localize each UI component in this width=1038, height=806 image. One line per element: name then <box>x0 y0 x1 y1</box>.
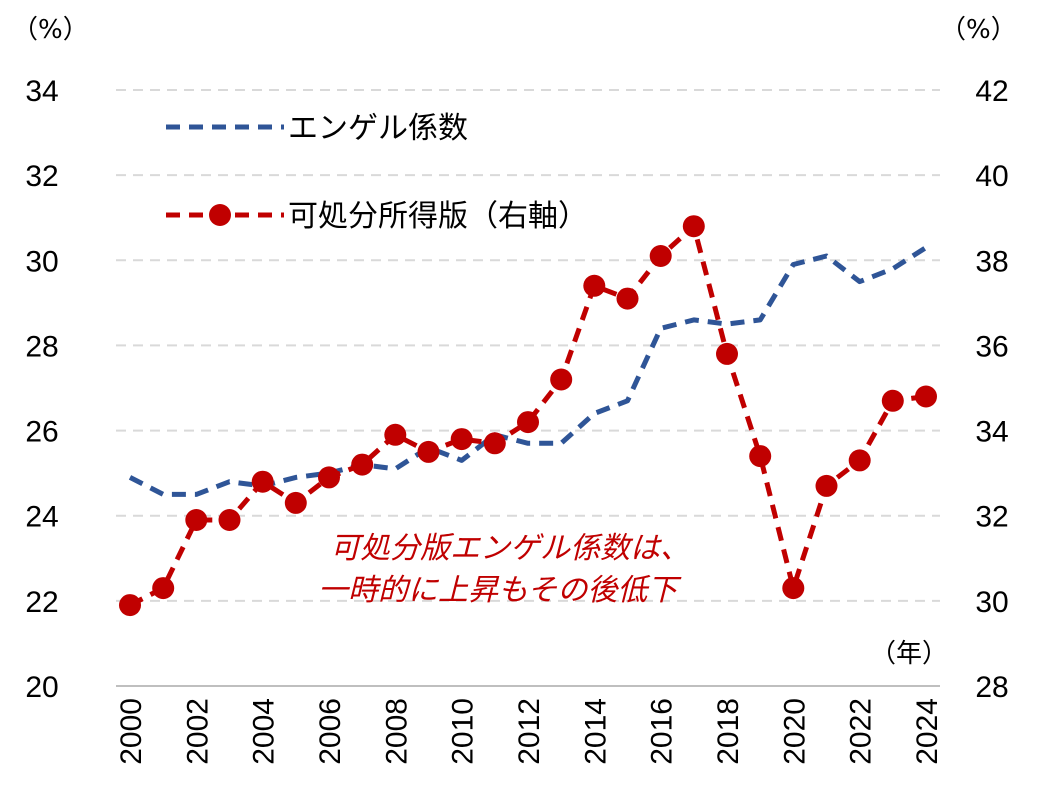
data-point-disposable <box>616 287 639 310</box>
data-point-disposable <box>185 509 208 531</box>
data-point-disposable <box>649 245 672 267</box>
x-axis-tick-label: 2024 <box>911 698 944 765</box>
x-axis-tick-label: 2018 <box>712 698 745 765</box>
data-point-disposable <box>517 411 539 434</box>
right-axis-tick-label: 34 <box>975 416 1008 449</box>
data-point-disposable <box>716 342 738 365</box>
annotation-line-1: 可処分版エンゲル係数は、 <box>330 531 690 566</box>
left-axis-tick-label: 26 <box>25 416 58 449</box>
data-point-disposable <box>483 432 506 455</box>
gridlines <box>116 89 940 687</box>
left-axis-tick-label: 28 <box>25 330 58 363</box>
right-axis-tick-label: 28 <box>975 671 1008 704</box>
right-axis-tick-label: 40 <box>975 160 1008 193</box>
x-axis-tick-label: 2002 <box>181 698 214 765</box>
x-axis-tick-label: 2022 <box>845 698 878 765</box>
series-line-engel <box>128 245 928 497</box>
x-axis-tick-label: 2016 <box>646 698 679 765</box>
data-point-disposable <box>417 440 440 463</box>
right-axis-tick-label: 38 <box>975 245 1008 278</box>
data-point-disposable <box>815 474 838 497</box>
x-axis-tick-label: 2006 <box>314 698 347 765</box>
x-axis-tick-label: 2010 <box>447 698 480 765</box>
x-axis-tick-label: 2008 <box>380 698 413 765</box>
data-point-disposable <box>550 368 573 391</box>
x-axis-unit-label: （年） <box>870 639 948 669</box>
data-point-disposable <box>384 423 407 446</box>
left-axis-tick-label: 30 <box>25 245 58 278</box>
data-point-disposable <box>682 215 705 238</box>
data-point-disposable <box>848 449 871 472</box>
legend: エンゲル係数 可処分所得版（右軸） <box>166 111 588 234</box>
data-point-disposable <box>450 428 473 451</box>
x-axis-tick-label: 2012 <box>513 698 546 765</box>
annotation-line-2: 一時的に上昇もその後低下 <box>318 573 682 608</box>
data-point-disposable <box>251 470 274 493</box>
data-point-disposable <box>152 577 175 600</box>
data-point-disposable <box>284 491 307 514</box>
right-axis-tick-label: 36 <box>975 330 1008 363</box>
data-point-disposable <box>583 274 606 297</box>
data-point-disposable <box>218 509 241 531</box>
left-axis-tick-label: 32 <box>25 160 58 193</box>
data-point-disposable <box>749 445 772 468</box>
data-point-disposable <box>119 594 141 617</box>
left-axis-unit-label: （%） <box>12 15 89 45</box>
left-axis-tick-label: 24 <box>25 501 58 534</box>
x-axis-tick-label: 2000 <box>115 698 148 765</box>
left-axis-tick-label: 34 <box>25 75 58 108</box>
legend-label-disposable: 可処分所得版（右軸） <box>288 199 588 234</box>
data-point-disposable <box>881 389 904 412</box>
data-point-disposable <box>351 453 374 476</box>
x-axis-tick-label: 2020 <box>778 698 811 765</box>
left-axis-tick-label: 20 <box>25 671 58 704</box>
series-layer <box>119 215 937 617</box>
right-axis-tick-label: 32 <box>975 501 1008 534</box>
right-axis-unit-label: （%） <box>940 15 1017 45</box>
x-axis-tick-label: 2014 <box>579 698 612 765</box>
right-axis-tick-label: 30 <box>975 586 1008 619</box>
x-axis-tick-label: 2004 <box>248 698 281 765</box>
data-point-disposable <box>915 385 937 408</box>
left-axis-tick-label: 22 <box>25 586 58 619</box>
data-point-disposable <box>782 577 805 600</box>
legend-marker-disposable <box>209 204 231 226</box>
legend-label-engel: エンゲル係数 <box>288 111 468 146</box>
right-axis-tick-label: 42 <box>975 75 1008 108</box>
data-point-disposable <box>318 466 340 489</box>
